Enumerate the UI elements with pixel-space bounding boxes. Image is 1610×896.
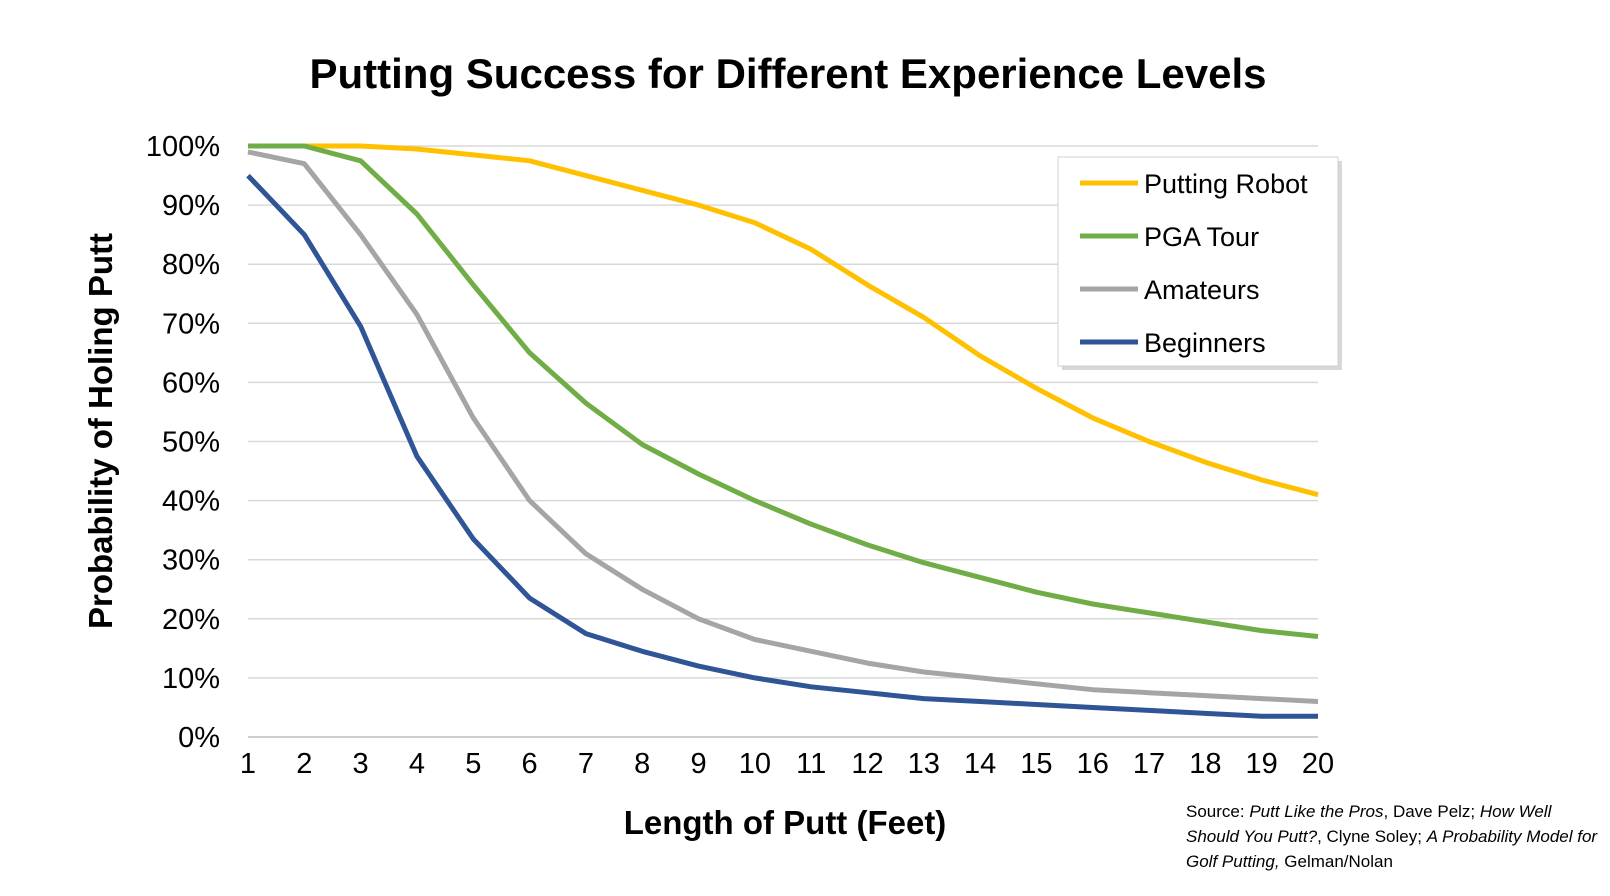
x-tick-label: 3 (353, 748, 369, 780)
x-tick-label: 15 (1020, 748, 1052, 780)
y-tick-label: 80% (162, 249, 220, 281)
y-tick-label: 50% (162, 427, 220, 459)
legend: Putting Robot PGA Tour Amateurs Beginners (1057, 156, 1342, 370)
y-tick-label: 100% (146, 131, 220, 163)
x-tick-label: 18 (1189, 748, 1221, 780)
x-tick-label: 17 (1133, 748, 1165, 780)
series-lines (246, 143, 1319, 719)
source-note: Source: Putt Like the Pros, Dave Pelz; H… (1186, 799, 1606, 874)
x-tick-labels: 1 2 3 4 5 6 7 8 9 10 11 12 13 14 15 16 17 18 19 20 (240, 748, 1334, 780)
y-axis-title: Probability of Holing Putt (82, 233, 119, 629)
source-part: How Well Should You Putt? (1186, 802, 1552, 846)
x-tick-label: 5 (465, 748, 481, 780)
y-tick-label: 60% (162, 367, 220, 399)
x-tick-label: 16 (1077, 748, 1109, 780)
x-tick-label: 20 (1302, 748, 1334, 780)
legend-label: Beginners (1144, 328, 1266, 358)
x-tick-label: 8 (634, 748, 650, 780)
legend-label: PGA Tour (1144, 222, 1259, 252)
legend-box (1057, 156, 1339, 367)
y-tick-label: 0% (178, 722, 220, 754)
y-tick-label: 30% (162, 545, 220, 577)
x-axis-title: Length of Putt (Feet) (624, 804, 947, 841)
x-tick-label: 19 (1246, 748, 1278, 780)
y-tick-label: 70% (162, 308, 220, 340)
source-part: , Clyne Soley; (1317, 827, 1427, 846)
source-part: , Dave Pelz; (1383, 802, 1480, 821)
y-tick-label: 40% (162, 486, 220, 518)
source-part: Putt Like the Pros (1249, 802, 1384, 821)
x-tick-label: 11 (796, 748, 826, 780)
x-tick-label: 7 (578, 748, 594, 780)
x-tick-label: 4 (409, 748, 425, 780)
y-tick-label: 90% (162, 190, 220, 222)
legend-label: Putting Robot (1144, 169, 1308, 199)
y-tick-labels: 0% 10% 20% 30% 40% 50% 60% 70% 80% 90% 100% (146, 131, 220, 754)
x-tick-label: 9 (690, 748, 706, 780)
legend-label: Amateurs (1144, 275, 1260, 305)
x-tick-label: 2 (296, 748, 312, 780)
source-prefix: Source: (1186, 802, 1250, 821)
series-line-putting-robot (248, 143, 1319, 498)
source-part: Gelman/Nolan (1279, 852, 1393, 871)
x-tick-label: 6 (522, 748, 538, 780)
chart-title: Putting Success for Different Experience… (310, 50, 1267, 97)
series-line-beginners (246, 173, 1318, 719)
y-tick-label: 10% (162, 663, 220, 695)
x-tick-label: 13 (908, 748, 940, 780)
x-tick-label: 10 (739, 748, 771, 780)
source-part: A Probability Model for Golf Putting, (1186, 827, 1598, 871)
x-tick-label: 1 (240, 748, 256, 780)
series-line-amateurs (247, 149, 1319, 704)
x-tick-label: 12 (851, 748, 883, 780)
y-tick-label: 20% (162, 604, 220, 636)
series-line-pga-tour (248, 143, 1319, 639)
x-tick-label: 14 (964, 748, 996, 780)
